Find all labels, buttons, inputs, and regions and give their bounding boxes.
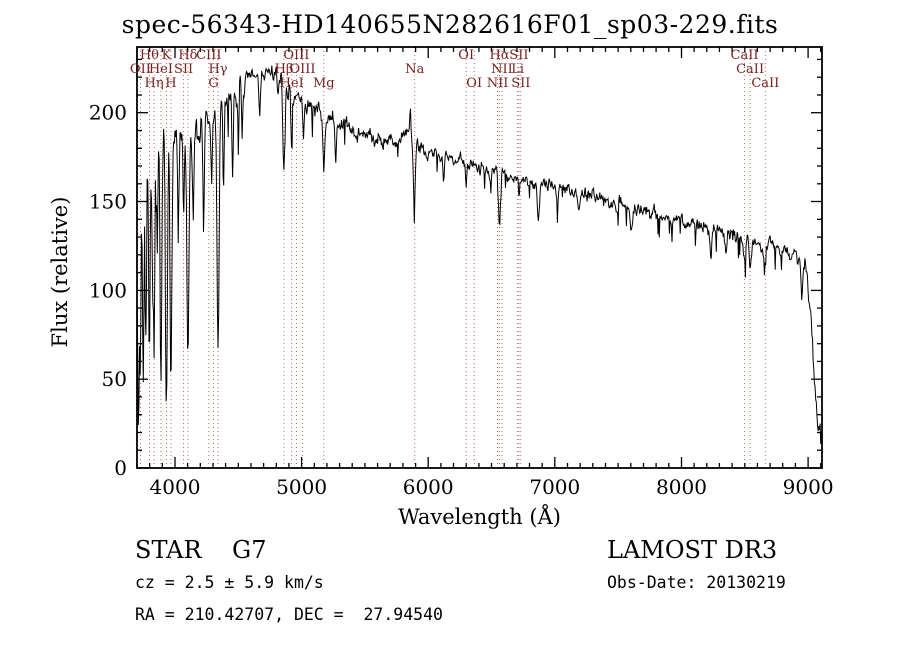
svg-text:HeI: HeI [280,76,304,91]
ra-dec-text: RA = 210.42707, DEC = 27.94540 [135,605,443,624]
svg-text:8000: 8000 [656,475,707,499]
svg-text:SII: SII [174,62,193,77]
svg-text:SII: SII [511,76,530,91]
svg-text:0: 0 [114,456,127,480]
svg-text:Mg: Mg [313,76,335,91]
svg-text:OIII: OIII [289,62,315,77]
svg-text:7000: 7000 [529,475,580,499]
svg-text:HeI: HeI [149,62,173,77]
svg-text:Hη: Hη [145,76,164,91]
svg-text:6000: 6000 [403,475,454,499]
survey-text: LAMOST DR3 [607,536,778,564]
svg-text:OI: OI [458,48,474,63]
svg-text:Hδ: Hδ [178,48,197,63]
svg-text:H: H [165,76,176,91]
svg-text:50: 50 [102,367,127,391]
svg-text:9000: 9000 [783,475,834,499]
svg-text:CaII: CaII [736,62,764,77]
obs-date-text: Obs-Date: 20130219 [607,573,786,592]
plot-title: spec-56343-HD140655N282616F01_sp03-229.f… [121,10,779,39]
svg-text:200: 200 [89,101,127,125]
svg-text:Na: Na [405,62,424,77]
cz-text: cz = 2.5 ± 5.9 km/s [135,573,324,592]
svg-text:CIII: CIII [196,48,221,63]
svg-text:NII: NII [491,62,513,77]
svg-text:OI: OI [466,76,482,91]
svg-text:5000: 5000 [276,475,327,499]
svg-text:150: 150 [89,190,127,214]
svg-text:SII: SII [509,48,528,63]
svg-text:OIII: OIII [283,48,309,63]
svg-text:Hα: Hα [489,48,509,63]
svg-text:Li: Li [511,62,524,77]
svg-text:Hθ: Hθ [140,48,159,63]
svg-text:CaII: CaII [751,76,779,91]
svg-text:OII: OII [130,62,151,77]
svg-text:Hβ: Hβ [275,62,294,77]
x-axis-label: Wavelength (Å) [398,505,561,529]
svg-text:Hγ: Hγ [208,62,227,77]
svg-text:NII: NII [487,76,509,91]
y-axis-label: Flux (relative) [48,196,72,348]
svg-text:4000: 4000 [150,475,201,499]
svg-text:100: 100 [89,278,127,302]
svg-text:K: K [162,48,172,63]
svg-text:G: G [208,76,218,91]
svg-text:CaII: CaII [731,48,759,63]
classification-text: STAR G7 [135,536,267,564]
